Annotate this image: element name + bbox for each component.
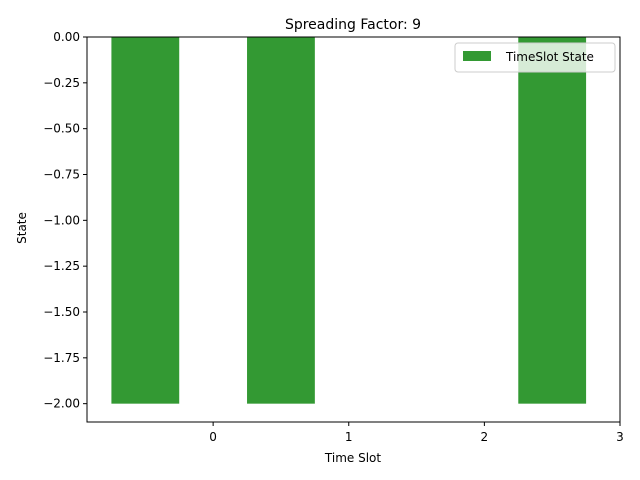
y-tick-label-2: −0.50 [43,122,80,136]
bar-0 [111,37,180,404]
y-tick-label-3: −0.75 [43,168,80,182]
ticks-layer: 0 1 2 3 0.00 −0.25 −0.50 −0.75 −1.00 −1.25 −1.50 −1… [43,30,624,444]
bar-2 [518,37,587,404]
bars-layer [111,37,587,404]
y-tick-label-7: −1.75 [43,351,80,365]
y-tick-label-4: −1.00 [43,213,80,227]
y-tick-label-5: −1.25 [43,259,80,273]
legend-swatch [463,51,491,61]
plot-frame [86,36,621,423]
y-tick-label-8: −2.00 [43,397,80,411]
legend-box [454,42,616,73]
chart-title: Spreading Factor: 9 [285,17,421,33]
y-tick-label-6: −1.50 [43,305,80,319]
y-tick-label-0: 0.00 [53,30,80,44]
x-tick-label-2: 2 [481,430,489,444]
axes-layer [86,36,621,423]
x-tick-label-3: 3 [616,430,624,444]
legend-label: TimeSlot State [505,50,594,64]
bar-1 [247,37,315,404]
y-axis-label: State [15,212,29,244]
x-tick-label-1: 1 [345,430,353,444]
x-axis-label: Time Slot [324,451,381,465]
y-tick-label-1: −0.25 [43,76,80,90]
legend: TimeSlot State [454,42,616,73]
x-tick-label-0: 0 [209,430,217,444]
